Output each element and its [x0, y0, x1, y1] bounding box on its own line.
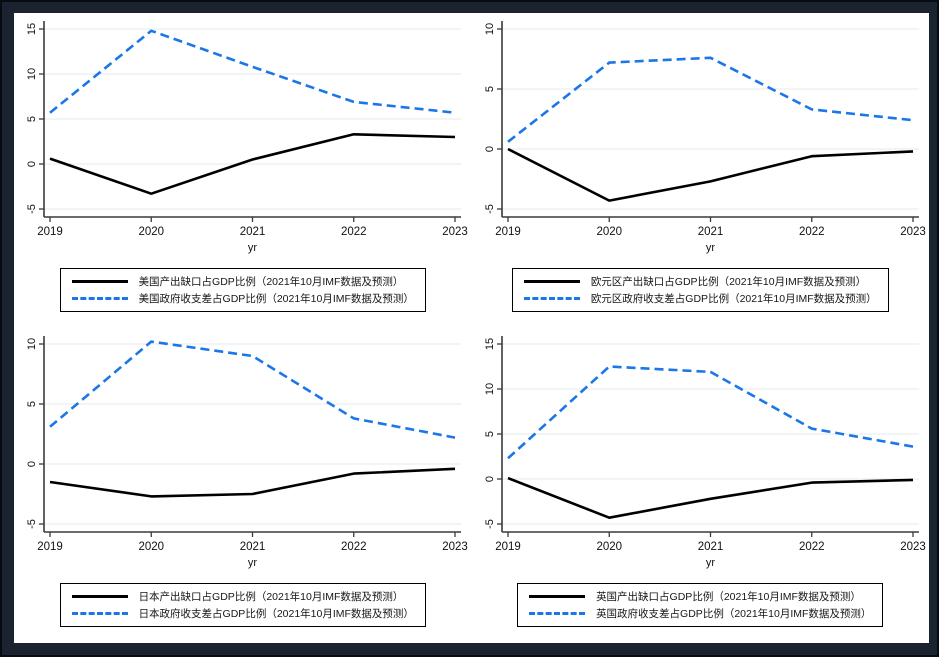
eurozone-legend-box: 欧元区产出缺口占GDP比例（2021年10月IMF数据及预测） 欧元区政府收支差…: [511, 268, 889, 312]
us-chart-svg: -5 0 5 10 15 2019 2020 2021 2022 2023 yr: [26, 21, 468, 254]
figure-canvas: -5 0 5 10 15 2019 2020 2021 2022 2023 yr 美国产出缺口占GD…: [14, 13, 929, 643]
legend-row: 英国产出缺口占GDP比例（2021年10月IMF数据及预测）: [529, 588, 871, 605]
uk-chart-svg: -5 0 5 10 15 2019 2020 2021 2022 2023 yr: [484, 336, 926, 569]
y-tick-label: 0: [484, 476, 496, 482]
y-tick-label: -5: [484, 204, 496, 214]
y-tick-label: 15: [26, 23, 38, 35]
legend-dashed-line-sample: [523, 297, 580, 300]
legend-dashed-line-sample: [529, 612, 586, 615]
y-tick-label: 10: [26, 68, 38, 80]
x-tick-label: 2019: [37, 541, 63, 553]
x-axis-title: yr: [706, 242, 716, 254]
x-tick-label: 2020: [139, 226, 165, 238]
legend-dashed-line-sample: [71, 297, 128, 300]
output-gap-line: [507, 476, 913, 519]
legend-row: 欧元区政府收支差占GDP比例（2021年10月IMF数据及预测）: [523, 290, 877, 307]
legend-row: 日本政府收支差占GDP比例（2021年10月IMF数据及预测）: [71, 605, 414, 622]
uk-legend-box: 英国产出缺口占GDP比例（2021年10月IMF数据及预测） 英国政府收支差占G…: [517, 583, 884, 627]
eurozone-chart-svg: -5 0 5 10 2019 2020 2021 2022 2023 yr: [484, 21, 926, 254]
y-tick-label: 5: [484, 86, 496, 92]
y-tick-label: 0: [484, 146, 496, 152]
x-tick-label: 2021: [697, 541, 723, 553]
y-tick-label: 5: [26, 116, 38, 122]
legend-solid-line-sample: [523, 280, 580, 283]
chart-panel-us: -5 0 5 10 15 2019 2020 2021 2022 2023 yr 美国产出缺口占GD…: [14, 13, 472, 328]
x-axis-title: yr: [248, 557, 258, 569]
legend-row: 欧元区产出缺口占GDP比例（2021年10月IMF数据及预测）: [523, 273, 877, 290]
fiscal-balance-line: [506, 56, 913, 143]
x-tick-label: 2020: [596, 541, 622, 553]
x-tick-label: 2022: [799, 226, 825, 238]
legend-row: 美国产出缺口占GDP比例（2021年10月IMF数据及预测）: [71, 273, 414, 290]
x-tick-label: 2021: [240, 226, 266, 238]
x-axis-title: yr: [248, 242, 258, 254]
legend-solid-line-sample: [71, 280, 128, 283]
y-tick-label: 5: [484, 431, 496, 437]
y-tick-label: 10: [26, 338, 38, 350]
fiscal-balance-line: [49, 340, 456, 439]
us-legend-box: 美国产出缺口占GDP比例（2021年10月IMF数据及预测） 美国政府收支差占G…: [59, 268, 426, 312]
y-tick-label: 0: [26, 161, 38, 167]
y-tick-label: 15: [484, 338, 496, 350]
x-tick-label: 2022: [341, 541, 367, 553]
legend-row: 日本产出缺口占GDP比例（2021年10月IMF数据及预测）: [71, 588, 414, 605]
x-tick-label: 2023: [442, 541, 468, 553]
chart-panel-eurozone: -5 0 5 10 2019 2020 2021 2022 2023 yr 欧元区产出缺口占GDP…: [472, 13, 930, 328]
x-tick-label: 2021: [697, 226, 723, 238]
legend-dashed-line-sample: [71, 612, 128, 615]
x-tick-label: 2019: [495, 541, 521, 553]
japan-chart-svg: -5 0 5 10 2019 2020 2021 2022 2023 yr: [26, 336, 468, 569]
x-tick-label: 2021: [240, 541, 266, 553]
y-tick-label: 5: [26, 401, 38, 407]
x-tick-label: 2020: [139, 541, 165, 553]
x-tick-label: 2019: [37, 226, 63, 238]
y-tick-label: -5: [26, 519, 38, 529]
legend-label: 欧元区产出缺口占GDP比例（2021年10月IMF数据及预测）: [590, 276, 867, 288]
output-gap-line: [507, 147, 913, 202]
legend-solid-line-sample: [71, 595, 128, 598]
legend-label: 英国产出缺口占GDP比例（2021年10月IMF数据及预测）: [596, 591, 861, 603]
y-tick-label: 10: [484, 383, 496, 395]
x-tick-label: 2019: [495, 226, 521, 238]
legend-row: 英国政府收支差占GDP比例（2021年10月IMF数据及预测）: [529, 605, 871, 622]
y-tick-label: -5: [26, 204, 38, 214]
x-tick-label: 2023: [442, 226, 468, 238]
chart-panel-japan: -5 0 5 10 2019 2020 2021 2022 2023 yr 日本产出缺口占GDP比…: [14, 328, 472, 643]
legend-solid-line-sample: [529, 595, 586, 598]
output-gap-line: [49, 133, 456, 195]
x-tick-label: 2020: [596, 226, 622, 238]
legend-label: 日本产出缺口占GDP比例（2021年10月IMF数据及预测）: [138, 591, 404, 603]
x-tick-label: 2022: [341, 226, 367, 238]
legend-label: 美国产出缺口占GDP比例（2021年10月IMF数据及预测）: [138, 276, 404, 288]
y-tick-label: 10: [484, 23, 496, 35]
x-tick-label: 2023: [900, 226, 926, 238]
legend-label: 美国政府收支差占GDP比例（2021年10月IMF数据及预测）: [138, 293, 414, 305]
chart-panel-uk: -5 0 5 10 15 2019 2020 2021 2022 2023 yr 英国产出缺口占GD…: [472, 328, 930, 643]
y-tick-label: -5: [484, 519, 496, 529]
y-tick-label: 0: [26, 461, 38, 467]
japan-legend-box: 日本产出缺口占GDP比例（2021年10月IMF数据及预测） 日本政府收支差占G…: [59, 583, 426, 627]
legend-label: 日本政府收支差占GDP比例（2021年10月IMF数据及预测）: [138, 608, 414, 620]
x-axis-title: yr: [706, 557, 716, 569]
fiscal-balance-line: [49, 29, 456, 114]
output-gap-line: [50, 467, 456, 498]
legend-label: 英国政府收支差占GDP比例（2021年10月IMF数据及预测）: [596, 608, 872, 620]
legend-label: 欧元区政府收支差占GDP比例（2021年10月IMF数据及预测）: [590, 293, 877, 305]
legend-row: 美国政府收支差占GDP比例（2021年10月IMF数据及预测）: [71, 290, 414, 307]
fiscal-balance-line: [506, 365, 913, 460]
x-tick-label: 2023: [900, 541, 926, 553]
x-tick-label: 2022: [799, 541, 825, 553]
